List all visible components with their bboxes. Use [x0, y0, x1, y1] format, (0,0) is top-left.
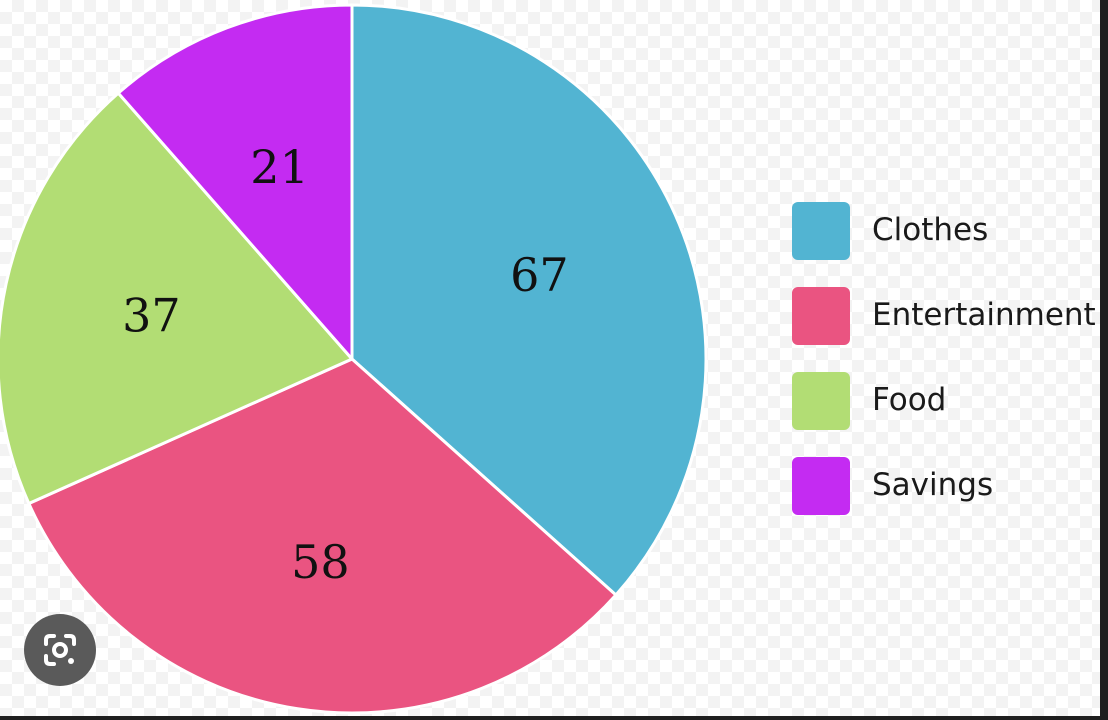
legend-label: Clothes — [872, 212, 989, 248]
legend-label: Food — [872, 382, 947, 418]
slice-value-label-food: 37 — [122, 288, 181, 342]
slice-value-label-savings: 21 — [250, 140, 309, 194]
window-edge — [1100, 0, 1108, 720]
pie-slice-entertainment — [27, 357, 618, 715]
legend-swatch — [792, 457, 850, 515]
chart-legend: Clothes Entertainment Food Savings — [792, 202, 1100, 542]
legend-item-savings: Savings — [792, 457, 1100, 515]
pie-slice-food — [0, 91, 354, 506]
legend-swatch — [792, 372, 850, 430]
legend-item-clothes: Clothes — [792, 202, 1100, 260]
google-lens-icon — [44, 634, 76, 666]
google-lens-button[interactable] — [24, 614, 96, 686]
legend-swatch — [792, 287, 850, 345]
legend-label: Entertainment — [872, 297, 1096, 333]
legend-item-entertainment: Entertainment — [792, 287, 1100, 345]
pie-slice-clothes — [350, 3, 708, 597]
slice-value-label-clothes: 67 — [510, 248, 569, 302]
pie-slice-savings — [116, 3, 354, 361]
legend-item-food: Food — [792, 372, 1100, 430]
legend-swatch — [792, 202, 850, 260]
slice-value-label-entertainment: 58 — [291, 535, 350, 589]
legend-label: Savings — [872, 467, 994, 503]
